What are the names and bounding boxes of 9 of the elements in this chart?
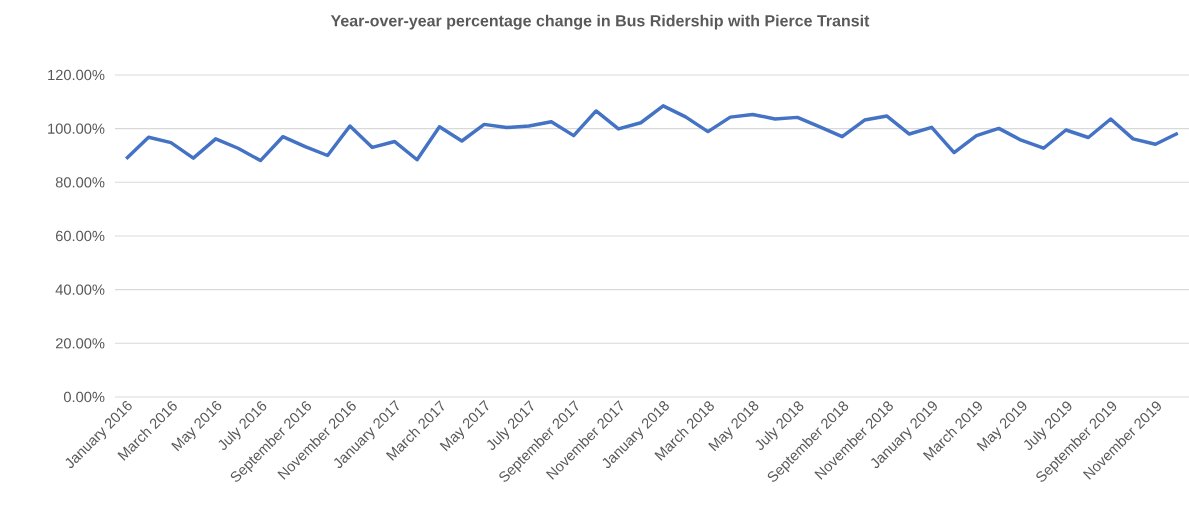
chart-title: Year-over-year percentage change in Bus Ridership with Pierce Transit [330,14,870,30]
y-tick-label: 120.00% [48,69,105,81]
y-tick-label: 60.00% [55,230,105,242]
y-tick-label: 0.00% [63,391,105,403]
y-tick-label: 20.00% [55,338,105,349]
line-series [124,104,1180,163]
y-tick-label: 100.00% [48,123,105,134]
y-tick-label: 40.00% [55,284,105,295]
y-tick-label: 80.00% [55,177,105,188]
